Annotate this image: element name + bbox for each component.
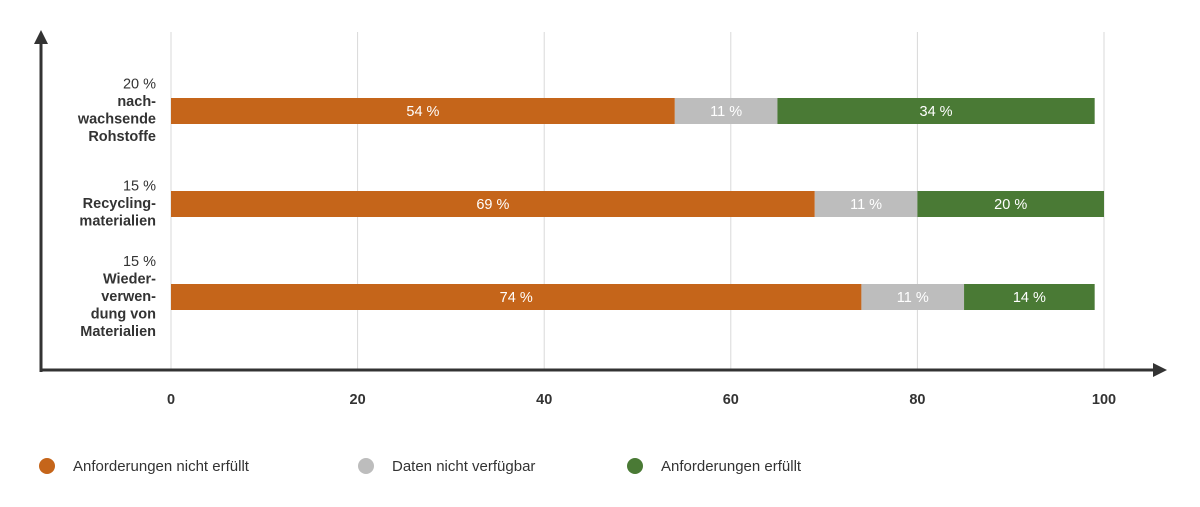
bar-segment [917, 191, 1104, 217]
bar-data-label: 14 % [1013, 290, 1046, 306]
bar-data-label: 11 % [850, 197, 882, 213]
x-tick-label: 80 [909, 392, 925, 408]
category-share-label: 15 % [123, 254, 156, 270]
bar-segment [777, 98, 1095, 124]
bar-segment [171, 98, 675, 124]
category-share-label: 20 % [123, 77, 156, 93]
category-share-label: 15 % [123, 178, 156, 194]
category-name-label: Materialien [80, 324, 156, 340]
category-name-label: Wieder- [103, 271, 156, 287]
x-tick-label: 100 [1092, 392, 1116, 408]
legend-label: Anforderungen nicht erfüllt [73, 458, 250, 475]
bars-layer [171, 98, 1104, 310]
legend-label: Daten nicht verfügbar [392, 458, 535, 475]
category-name-label: Rohstoffe [88, 129, 156, 145]
bar-segment [964, 284, 1095, 310]
bar-segment [674, 98, 778, 124]
category-name-label: wachsende [77, 112, 156, 128]
bar-segment [171, 284, 862, 310]
legend-marker [627, 458, 643, 474]
x-axis-arrow-icon [1153, 363, 1167, 377]
legend-marker [358, 458, 374, 474]
bar-data-label: 11 % [897, 290, 929, 306]
category-name-label: materialien [79, 213, 156, 229]
bar-data-label: 11 % [710, 104, 742, 120]
bar-data-label: 20 % [994, 197, 1027, 213]
x-tick-label: 20 [350, 392, 366, 408]
bar-data-label: 34 % [920, 104, 953, 120]
category-name-label: nach- [117, 94, 156, 110]
legend-marker [39, 458, 55, 474]
bar-data-label: 74 % [500, 290, 533, 306]
y-axis-arrow-icon [34, 30, 48, 44]
category-name-label: dung von [91, 306, 156, 322]
x-tick-label: 60 [723, 392, 739, 408]
bar-segment [171, 191, 815, 217]
category-name-label: verwen- [101, 289, 156, 305]
x-tick-label: 40 [536, 392, 552, 408]
legend: Anforderungen nicht erfüllt Daten nicht v… [39, 458, 802, 475]
bar-data-label: 69 % [476, 197, 509, 213]
bar-data-label: 54 % [406, 104, 439, 120]
bar-segment [814, 191, 918, 217]
bar-segment [861, 284, 965, 310]
axes-layer [34, 30, 1167, 377]
x-tick-label: 0 [167, 392, 175, 408]
legend-label: Anforderungen erfüllt [661, 458, 802, 475]
category-name-label: Recycling- [83, 196, 156, 212]
